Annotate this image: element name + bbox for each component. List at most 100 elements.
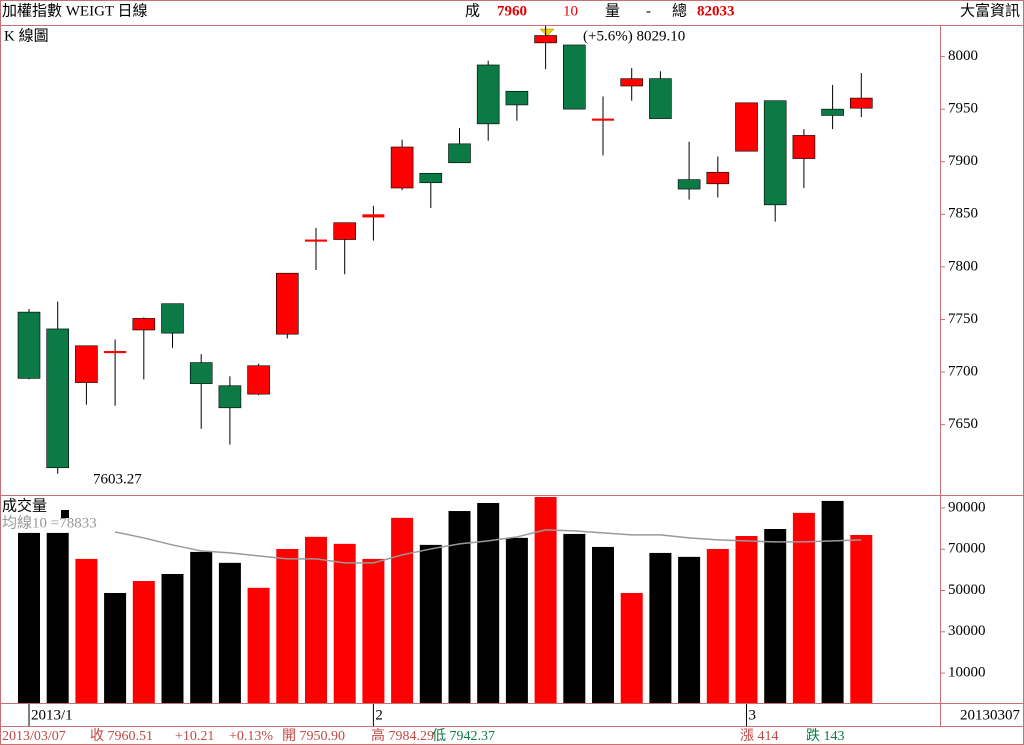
volume-bar bbox=[391, 517, 414, 703]
candle-body bbox=[218, 385, 242, 409]
y-tick-label: 7850 bbox=[948, 206, 978, 222]
volume-bar bbox=[161, 573, 184, 703]
candle-body bbox=[534, 35, 557, 44]
y-tick-label: 50000 bbox=[948, 582, 986, 598]
footer-change: +10.21 bbox=[175, 729, 214, 744]
candle-body bbox=[390, 146, 414, 189]
candle-body bbox=[305, 239, 327, 242]
candle-body bbox=[362, 214, 385, 218]
candle-body bbox=[792, 135, 816, 159]
panel-title: K 線圖 bbox=[4, 27, 49, 44]
volume-bar bbox=[448, 511, 471, 703]
volume-title: 成交量 bbox=[2, 496, 47, 514]
moving-average-line bbox=[114, 529, 862, 564]
volume-bar bbox=[419, 544, 442, 703]
volume-bar bbox=[649, 552, 672, 703]
candle-body bbox=[649, 78, 672, 119]
trade-label: 成 bbox=[465, 2, 480, 19]
candle-body bbox=[104, 351, 127, 354]
volume-bar bbox=[792, 512, 815, 703]
candle-body bbox=[419, 172, 443, 184]
volume-bar bbox=[132, 581, 155, 703]
candle-body bbox=[132, 318, 156, 331]
volume-bar bbox=[706, 549, 729, 703]
volume-legend-box bbox=[61, 510, 69, 518]
volume-value: - bbox=[646, 3, 651, 19]
footer-pct: +0.13% bbox=[229, 729, 273, 744]
candle-body bbox=[763, 100, 787, 206]
candle-body bbox=[592, 118, 614, 121]
volume-bar bbox=[563, 533, 586, 703]
high-marker bbox=[539, 28, 555, 37]
volume-bar bbox=[333, 543, 356, 703]
volume-bar bbox=[218, 562, 241, 703]
volume-bar bbox=[850, 534, 873, 703]
footer-down: 跌 143 bbox=[806, 728, 845, 744]
trade-value: 7960 bbox=[497, 3, 527, 19]
y-tick-label: 7800 bbox=[948, 258, 978, 274]
footer-date: 2013/03/07 bbox=[2, 729, 66, 744]
volume-bar bbox=[534, 497, 557, 703]
volume-bar bbox=[477, 502, 500, 703]
candle-body bbox=[821, 108, 844, 116]
volume-bar bbox=[276, 549, 299, 703]
x-tick-label: 2 bbox=[375, 707, 383, 723]
volume-bar bbox=[821, 500, 844, 703]
candle-body bbox=[161, 303, 184, 334]
ma-legend: 均線10 =78833 bbox=[2, 514, 97, 531]
volume-bar bbox=[764, 528, 787, 703]
y-tick-label: 10000 bbox=[948, 665, 986, 681]
y-tick-label: 7650 bbox=[948, 416, 978, 432]
candle-body bbox=[620, 78, 644, 87]
y-tick-label: 7750 bbox=[948, 311, 978, 327]
brand: 大富資訊 bbox=[960, 1, 1020, 19]
candle-body bbox=[46, 328, 70, 469]
volume-bar bbox=[620, 592, 643, 703]
volume-bar bbox=[75, 558, 98, 703]
y-tick-label: 30000 bbox=[948, 623, 986, 639]
volume-bar bbox=[190, 551, 213, 703]
volume-bar bbox=[247, 587, 270, 703]
volume-bar bbox=[104, 592, 127, 703]
candle-body bbox=[275, 272, 299, 335]
volume-bar bbox=[305, 536, 327, 703]
high-annotation: (+5.6%) 8029.10 bbox=[583, 28, 685, 44]
candle-body bbox=[562, 44, 586, 110]
footer-low: 低 7942.37 bbox=[432, 728, 495, 744]
header-title: 加權指數 WEIGT 日線 bbox=[2, 2, 148, 19]
footer-open: 開 7950.90 bbox=[282, 729, 345, 744]
candle-body bbox=[247, 365, 270, 395]
x-tick-label: 2013/1 bbox=[31, 707, 73, 723]
candle-body bbox=[677, 179, 701, 190]
candle-body bbox=[706, 171, 730, 185]
last-date: 20130307 bbox=[960, 707, 1021, 723]
candle-body bbox=[849, 97, 873, 109]
candle-body bbox=[735, 102, 758, 152]
low-annotation: 7603.27 bbox=[93, 471, 142, 487]
footer-close: 收 7960.51 bbox=[90, 728, 153, 744]
x-tick-label: 3 bbox=[749, 707, 757, 723]
candle-body bbox=[333, 222, 357, 240]
candle-body bbox=[476, 64, 500, 125]
candle-body bbox=[189, 362, 213, 384]
change-value: 10 bbox=[563, 3, 578, 19]
candle-body bbox=[505, 90, 529, 106]
y-tick-label: 90000 bbox=[948, 499, 986, 515]
y-tick-label: 7900 bbox=[948, 153, 978, 169]
volume-bar bbox=[505, 537, 528, 703]
volume-bar bbox=[18, 532, 40, 703]
volume-bar bbox=[678, 556, 701, 703]
candle-body bbox=[75, 345, 98, 383]
footer-high: 高 7984.29 bbox=[371, 727, 434, 744]
total-label: 總 bbox=[672, 1, 687, 19]
volume-label: 量 bbox=[605, 3, 620, 19]
volume-bar bbox=[592, 546, 614, 703]
y-tick-label: 7950 bbox=[948, 101, 978, 117]
y-tick-label: 7700 bbox=[948, 363, 978, 379]
y-tick-label: 8000 bbox=[948, 48, 978, 64]
candle-body bbox=[448, 143, 471, 164]
volume-bar bbox=[362, 558, 385, 703]
total-value: 82033 bbox=[697, 3, 735, 19]
volume-bar bbox=[735, 536, 758, 703]
